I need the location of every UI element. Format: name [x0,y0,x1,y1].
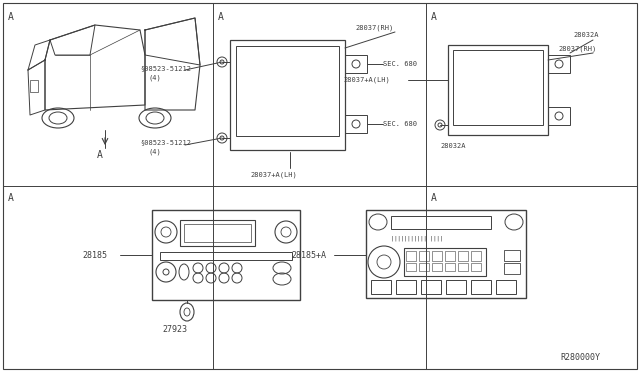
Text: 28032A: 28032A [440,143,465,149]
Bar [30,80,38,92]
Bar [406,251,416,261]
Bar [458,251,468,261]
Bar [345,55,367,73]
Bar [160,252,292,260]
Bar [453,50,543,125]
Bar [419,251,429,261]
Text: 28185+A: 28185+A [291,250,326,260]
Bar [471,263,481,271]
Bar [396,280,416,294]
Bar [446,280,466,294]
Text: SEC. 680: SEC. 680 [383,61,417,67]
Text: §08523-51212: §08523-51212 [140,139,191,145]
Text: A: A [8,193,14,203]
Text: R280000Y: R280000Y [560,353,600,362]
Text: 27923: 27923 [163,326,188,334]
Bar [345,115,367,133]
Bar [548,107,570,125]
Text: A: A [431,12,437,22]
Text: 28037(RH): 28037(RH) [558,46,596,52]
Text: §08523-51212: §08523-51212 [140,65,191,71]
Bar [548,55,570,73]
Text: A: A [218,12,224,22]
Bar [445,263,455,271]
Bar [421,280,441,294]
Text: (4): (4) [148,75,161,81]
Text: 28037+A(LH): 28037+A(LH) [343,77,390,83]
Text: ||||||||||| ||||: ||||||||||| |||| [391,235,443,241]
Bar [432,263,442,271]
Bar [391,216,491,229]
Bar [230,40,345,150]
Bar [406,263,416,271]
Bar [404,248,486,276]
Text: 28037+A(LH): 28037+A(LH) [250,172,297,179]
Bar [180,220,255,246]
Bar [366,210,526,298]
Text: A: A [97,150,103,160]
Bar [236,46,339,136]
Bar [152,210,300,300]
Bar [432,251,442,261]
Bar [419,263,429,271]
Bar [458,263,468,271]
Text: A: A [431,193,437,203]
Text: 28037(RH): 28037(RH) [355,25,393,31]
Bar [445,251,455,261]
Bar [496,280,516,294]
Text: A: A [8,12,14,22]
Bar [448,45,548,135]
Bar [371,280,391,294]
Text: 28032A: 28032A [573,32,598,38]
Text: (4): (4) [148,149,161,155]
Text: 28185: 28185 [82,250,107,260]
Bar [504,263,520,274]
Bar [184,224,251,242]
Bar [504,250,520,261]
Bar [471,280,491,294]
Text: SEC. 680: SEC. 680 [383,121,417,127]
Bar [471,251,481,261]
